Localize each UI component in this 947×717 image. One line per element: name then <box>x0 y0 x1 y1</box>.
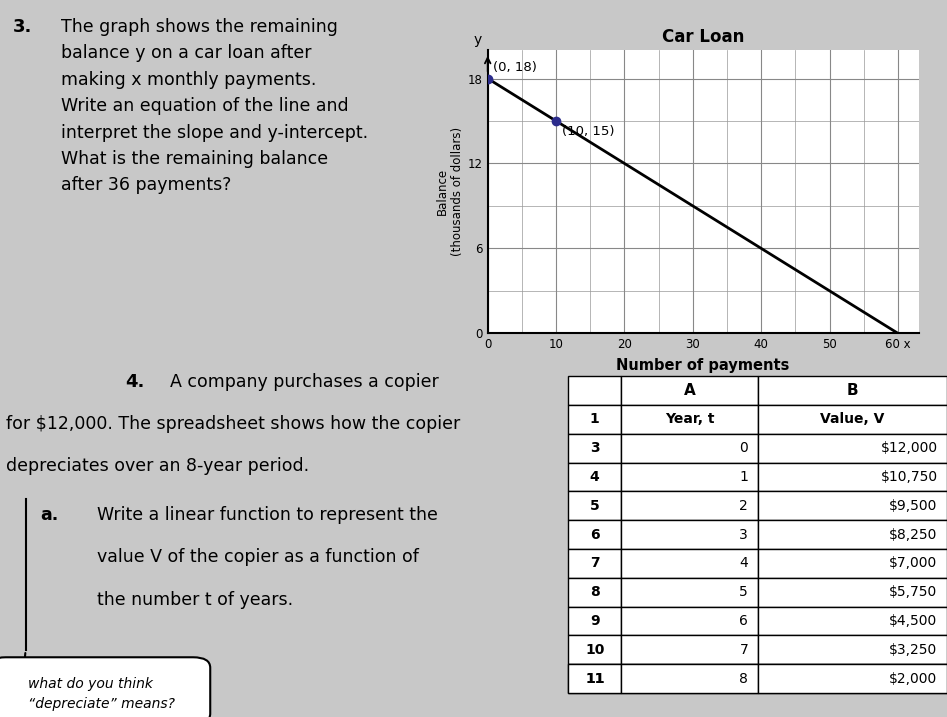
X-axis label: Number of payments: Number of payments <box>616 358 790 374</box>
Text: 11: 11 <box>585 672 604 685</box>
Text: value V of the copier as a function of: value V of the copier as a function of <box>97 549 419 566</box>
Text: $4,500: $4,500 <box>889 614 938 628</box>
Bar <box>758 462 947 491</box>
Bar <box>568 607 621 635</box>
Text: Value, V: Value, V <box>820 412 884 427</box>
Bar <box>758 635 947 665</box>
Bar <box>621 578 758 607</box>
Text: $3,250: $3,250 <box>889 643 938 657</box>
Text: The graph shows the remaining
balance y on a car loan after
making x monthly pay: The graph shows the remaining balance y … <box>61 18 368 194</box>
Bar <box>568 664 621 693</box>
Text: 6: 6 <box>590 528 599 541</box>
FancyBboxPatch shape <box>0 657 210 717</box>
Text: what do you think: what do you think <box>28 677 153 690</box>
Bar <box>758 664 947 693</box>
Text: A company purchases a copier: A company purchases a copier <box>170 373 439 391</box>
Text: 4: 4 <box>590 470 599 484</box>
Y-axis label: Balance
(thousands of dollars): Balance (thousands of dollars) <box>436 127 464 257</box>
Bar <box>568 521 621 549</box>
Text: 3.: 3. <box>13 18 32 36</box>
Text: depreciates over an 8-year period.: depreciates over an 8-year period. <box>6 457 309 475</box>
Text: “depreciate” means?: “depreciate” means? <box>28 697 175 711</box>
Text: the number t of years.: the number t of years. <box>97 591 293 609</box>
Text: $8,250: $8,250 <box>889 528 938 541</box>
Bar <box>568 434 621 462</box>
Text: Year, t: Year, t <box>665 412 714 427</box>
Text: $12,000: $12,000 <box>881 441 938 455</box>
Bar <box>621 664 758 693</box>
Text: 1: 1 <box>740 470 748 484</box>
Bar <box>758 491 947 521</box>
Text: 11: 11 <box>585 672 604 685</box>
Text: (10, 15): (10, 15) <box>562 125 614 138</box>
Bar <box>568 462 621 491</box>
Bar <box>758 607 947 635</box>
Text: $2,000: $2,000 <box>889 672 938 685</box>
Bar <box>621 635 758 665</box>
Bar <box>568 578 621 607</box>
Bar <box>568 405 621 434</box>
Text: 6: 6 <box>740 614 748 628</box>
Bar <box>758 549 947 578</box>
Text: 4: 4 <box>740 556 748 571</box>
Text: $7,000: $7,000 <box>889 556 938 571</box>
Bar <box>621 376 758 405</box>
Bar <box>568 491 621 521</box>
Text: B: B <box>847 383 858 398</box>
Text: 2: 2 <box>740 499 748 513</box>
Bar <box>758 664 947 693</box>
Bar <box>568 635 621 665</box>
Text: 4.: 4. <box>125 373 144 391</box>
Text: 7: 7 <box>590 556 599 571</box>
Text: 9: 9 <box>590 614 599 628</box>
Title: Car Loan: Car Loan <box>662 28 744 46</box>
Text: 8: 8 <box>590 585 599 599</box>
Bar <box>568 549 621 578</box>
Bar <box>621 521 758 549</box>
Text: $10,750: $10,750 <box>881 470 938 484</box>
Text: for $12,000. The spreadsheet shows how the copier: for $12,000. The spreadsheet shows how t… <box>6 415 460 433</box>
Bar <box>621 664 758 693</box>
Text: 8: 8 <box>740 672 748 685</box>
Text: $9,500: $9,500 <box>889 499 938 513</box>
Text: (0, 18): (0, 18) <box>493 61 537 75</box>
Bar <box>758 434 947 462</box>
Bar <box>758 405 947 434</box>
Bar <box>621 434 758 462</box>
Bar <box>621 491 758 521</box>
Text: a.: a. <box>40 506 58 524</box>
Bar <box>568 376 621 405</box>
Bar <box>758 376 947 405</box>
Text: Write a linear function to represent the: Write a linear function to represent the <box>97 506 438 524</box>
Text: $5,750: $5,750 <box>889 585 938 599</box>
Bar <box>568 664 621 693</box>
Text: 1: 1 <box>590 412 599 427</box>
Text: A: A <box>684 383 695 398</box>
Text: 7: 7 <box>740 643 748 657</box>
Text: 3: 3 <box>740 528 748 541</box>
Bar <box>621 462 758 491</box>
Bar <box>758 578 947 607</box>
Bar <box>621 607 758 635</box>
Bar <box>621 549 758 578</box>
Text: y: y <box>474 34 482 47</box>
Text: 3: 3 <box>590 441 599 455</box>
Text: 0: 0 <box>740 441 748 455</box>
Text: 5: 5 <box>740 585 748 599</box>
Bar <box>758 521 947 549</box>
Bar <box>621 405 758 434</box>
Text: 10: 10 <box>585 643 604 657</box>
Text: 5: 5 <box>590 499 599 513</box>
